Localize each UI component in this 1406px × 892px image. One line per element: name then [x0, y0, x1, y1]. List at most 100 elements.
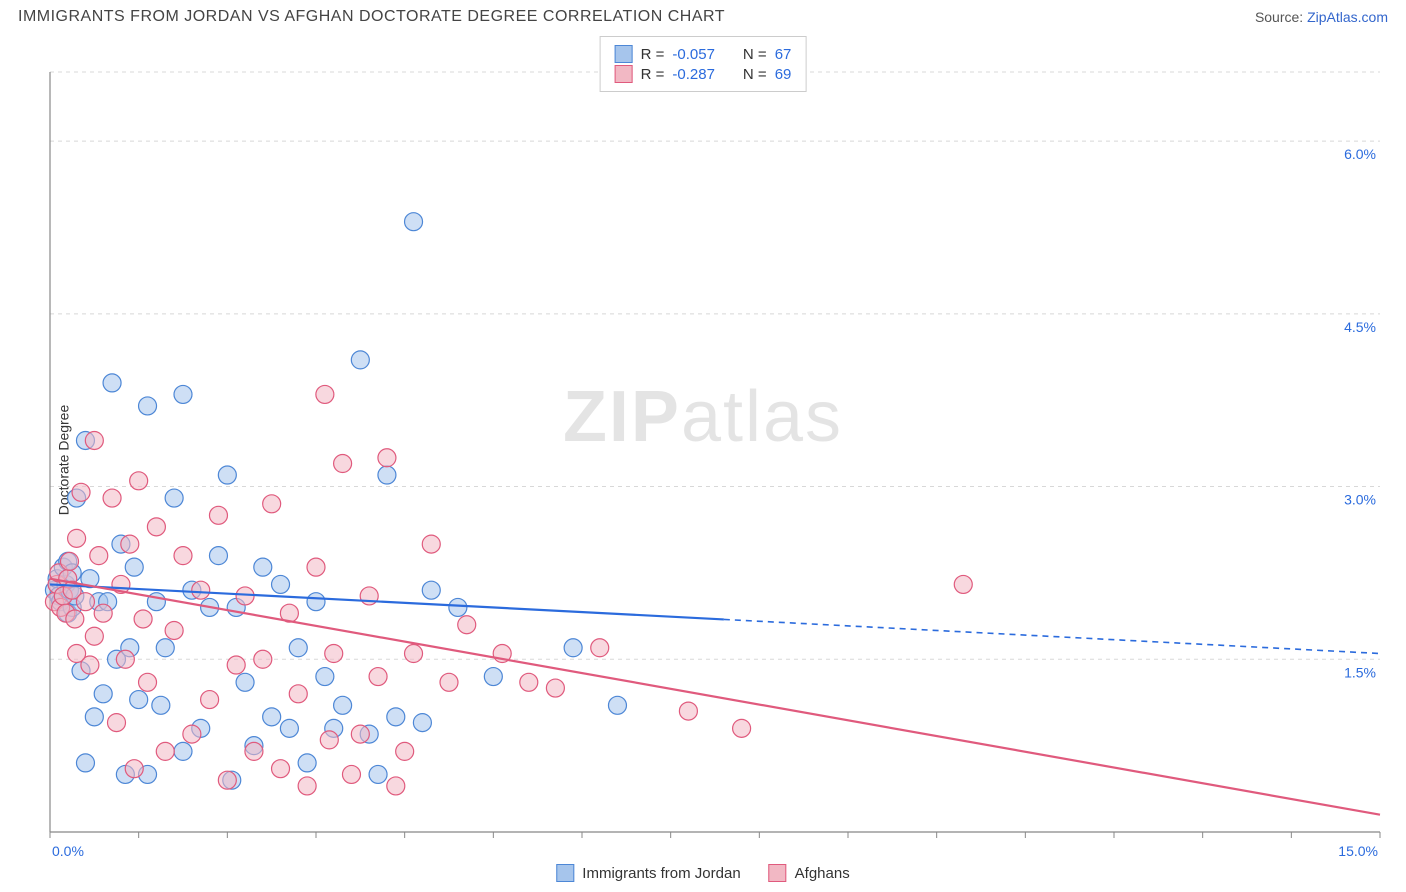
- scatter-point: [449, 598, 467, 616]
- legend-swatch: [556, 864, 574, 882]
- scatter-point: [289, 639, 307, 657]
- source-label: Source: ZipAtlas.com: [1255, 9, 1388, 25]
- svg-text:4.5%: 4.5%: [1344, 319, 1376, 335]
- scatter-point: [245, 742, 263, 760]
- svg-text:1.5%: 1.5%: [1344, 664, 1376, 680]
- scatter-point: [369, 668, 387, 686]
- scatter-point: [280, 719, 298, 737]
- scatter-point: [236, 673, 254, 691]
- scatter-point: [254, 650, 272, 668]
- scatter-point: [564, 639, 582, 657]
- scatter-point: [209, 506, 227, 524]
- scatter-point: [387, 708, 405, 726]
- scatter-point: [85, 431, 103, 449]
- svg-text:0.0%: 0.0%: [52, 843, 84, 859]
- scatter-point: [174, 385, 192, 403]
- svg-text:3.0%: 3.0%: [1344, 492, 1376, 508]
- correlation-legend: R = -0.057 N = 67 R = -0.287 N = 69: [600, 36, 807, 92]
- scatter-point: [289, 685, 307, 703]
- scatter-point: [94, 685, 112, 703]
- scatter-point: [679, 702, 697, 720]
- header-bar: IMMIGRANTS FROM JORDAN VS AFGHAN DOCTORA…: [0, 0, 1406, 32]
- scatter-point: [325, 645, 343, 663]
- scatter-point: [591, 639, 609, 657]
- scatter-point: [121, 535, 139, 553]
- scatter-point: [209, 547, 227, 565]
- scatter-point: [139, 397, 157, 415]
- chart-area: Doctorate Degree ZIPatlas 0.0%15.0%1.5%3…: [0, 32, 1406, 888]
- scatter-point: [61, 552, 79, 570]
- scatter-plot: 0.0% 15.0% 1.5% 3.0% 4.5% 6.0%: [0, 32, 1406, 862]
- legend-swatch: [615, 65, 633, 83]
- legend-label: Afghans: [795, 865, 850, 882]
- scatter-point: [413, 714, 431, 732]
- scatter-point: [218, 771, 236, 789]
- scatter-point: [342, 765, 360, 783]
- scatter-point: [66, 610, 84, 628]
- scatter-point: [147, 518, 165, 536]
- regression-line: [50, 579, 1380, 815]
- scatter-point: [351, 725, 369, 743]
- scatter-point: [378, 449, 396, 467]
- scatter-point: [116, 650, 134, 668]
- scatter-point: [405, 645, 423, 663]
- scatter-point: [546, 679, 564, 697]
- scatter-point: [165, 621, 183, 639]
- scatter-point: [369, 765, 387, 783]
- scatter-point: [484, 668, 502, 686]
- scatter-point: [733, 719, 751, 737]
- scatter-point: [156, 639, 174, 657]
- scatter-point: [422, 535, 440, 553]
- scatter-point: [134, 610, 152, 628]
- scatter-point: [396, 742, 414, 760]
- scatter-point: [130, 472, 148, 490]
- scatter-point: [520, 673, 538, 691]
- legend-item: Afghans: [769, 864, 850, 882]
- scatter-point: [108, 714, 126, 732]
- legend-label: Immigrants from Jordan: [582, 865, 740, 882]
- scatter-point: [387, 777, 405, 795]
- scatter-point: [458, 616, 476, 634]
- scatter-point: [72, 483, 90, 501]
- scatter-point: [76, 754, 94, 772]
- scatter-point: [125, 760, 143, 778]
- scatter-point: [320, 731, 338, 749]
- scatter-point: [334, 696, 352, 714]
- scatter-point: [152, 696, 170, 714]
- series-legend: Immigrants from Jordan Afghans: [556, 864, 849, 882]
- scatter-point: [85, 627, 103, 645]
- scatter-point: [263, 708, 281, 726]
- legend-swatch: [615, 45, 633, 63]
- svg-text:6.0%: 6.0%: [1344, 146, 1376, 162]
- scatter-point: [378, 466, 396, 484]
- scatter-point: [298, 754, 316, 772]
- scatter-point: [272, 760, 290, 778]
- scatter-point: [192, 581, 210, 599]
- scatter-point: [76, 593, 94, 611]
- legend-row: R = -0.057 N = 67: [615, 45, 792, 63]
- scatter-point: [954, 575, 972, 593]
- scatter-point: [405, 213, 423, 231]
- scatter-point: [174, 547, 192, 565]
- scatter-point: [422, 581, 440, 599]
- scatter-point: [351, 351, 369, 369]
- scatter-point: [156, 742, 174, 760]
- scatter-point: [130, 691, 148, 709]
- scatter-point: [227, 656, 245, 674]
- scatter-point: [85, 708, 103, 726]
- scatter-point: [139, 673, 157, 691]
- legend-item: Immigrants from Jordan: [556, 864, 740, 882]
- scatter-point: [316, 385, 334, 403]
- scatter-point: [165, 489, 183, 507]
- legend-row: R = -0.287 N = 69: [615, 65, 792, 83]
- scatter-point: [218, 466, 236, 484]
- regression-line-extrapolated: [724, 619, 1380, 653]
- scatter-point: [103, 489, 121, 507]
- source-link[interactable]: ZipAtlas.com: [1307, 9, 1388, 25]
- chart-title: IMMIGRANTS FROM JORDAN VS AFGHAN DOCTORA…: [18, 8, 725, 26]
- scatter-point: [90, 547, 108, 565]
- svg-text:15.0%: 15.0%: [1338, 843, 1378, 859]
- scatter-point: [68, 529, 86, 547]
- scatter-point: [307, 593, 325, 611]
- scatter-point: [307, 558, 325, 576]
